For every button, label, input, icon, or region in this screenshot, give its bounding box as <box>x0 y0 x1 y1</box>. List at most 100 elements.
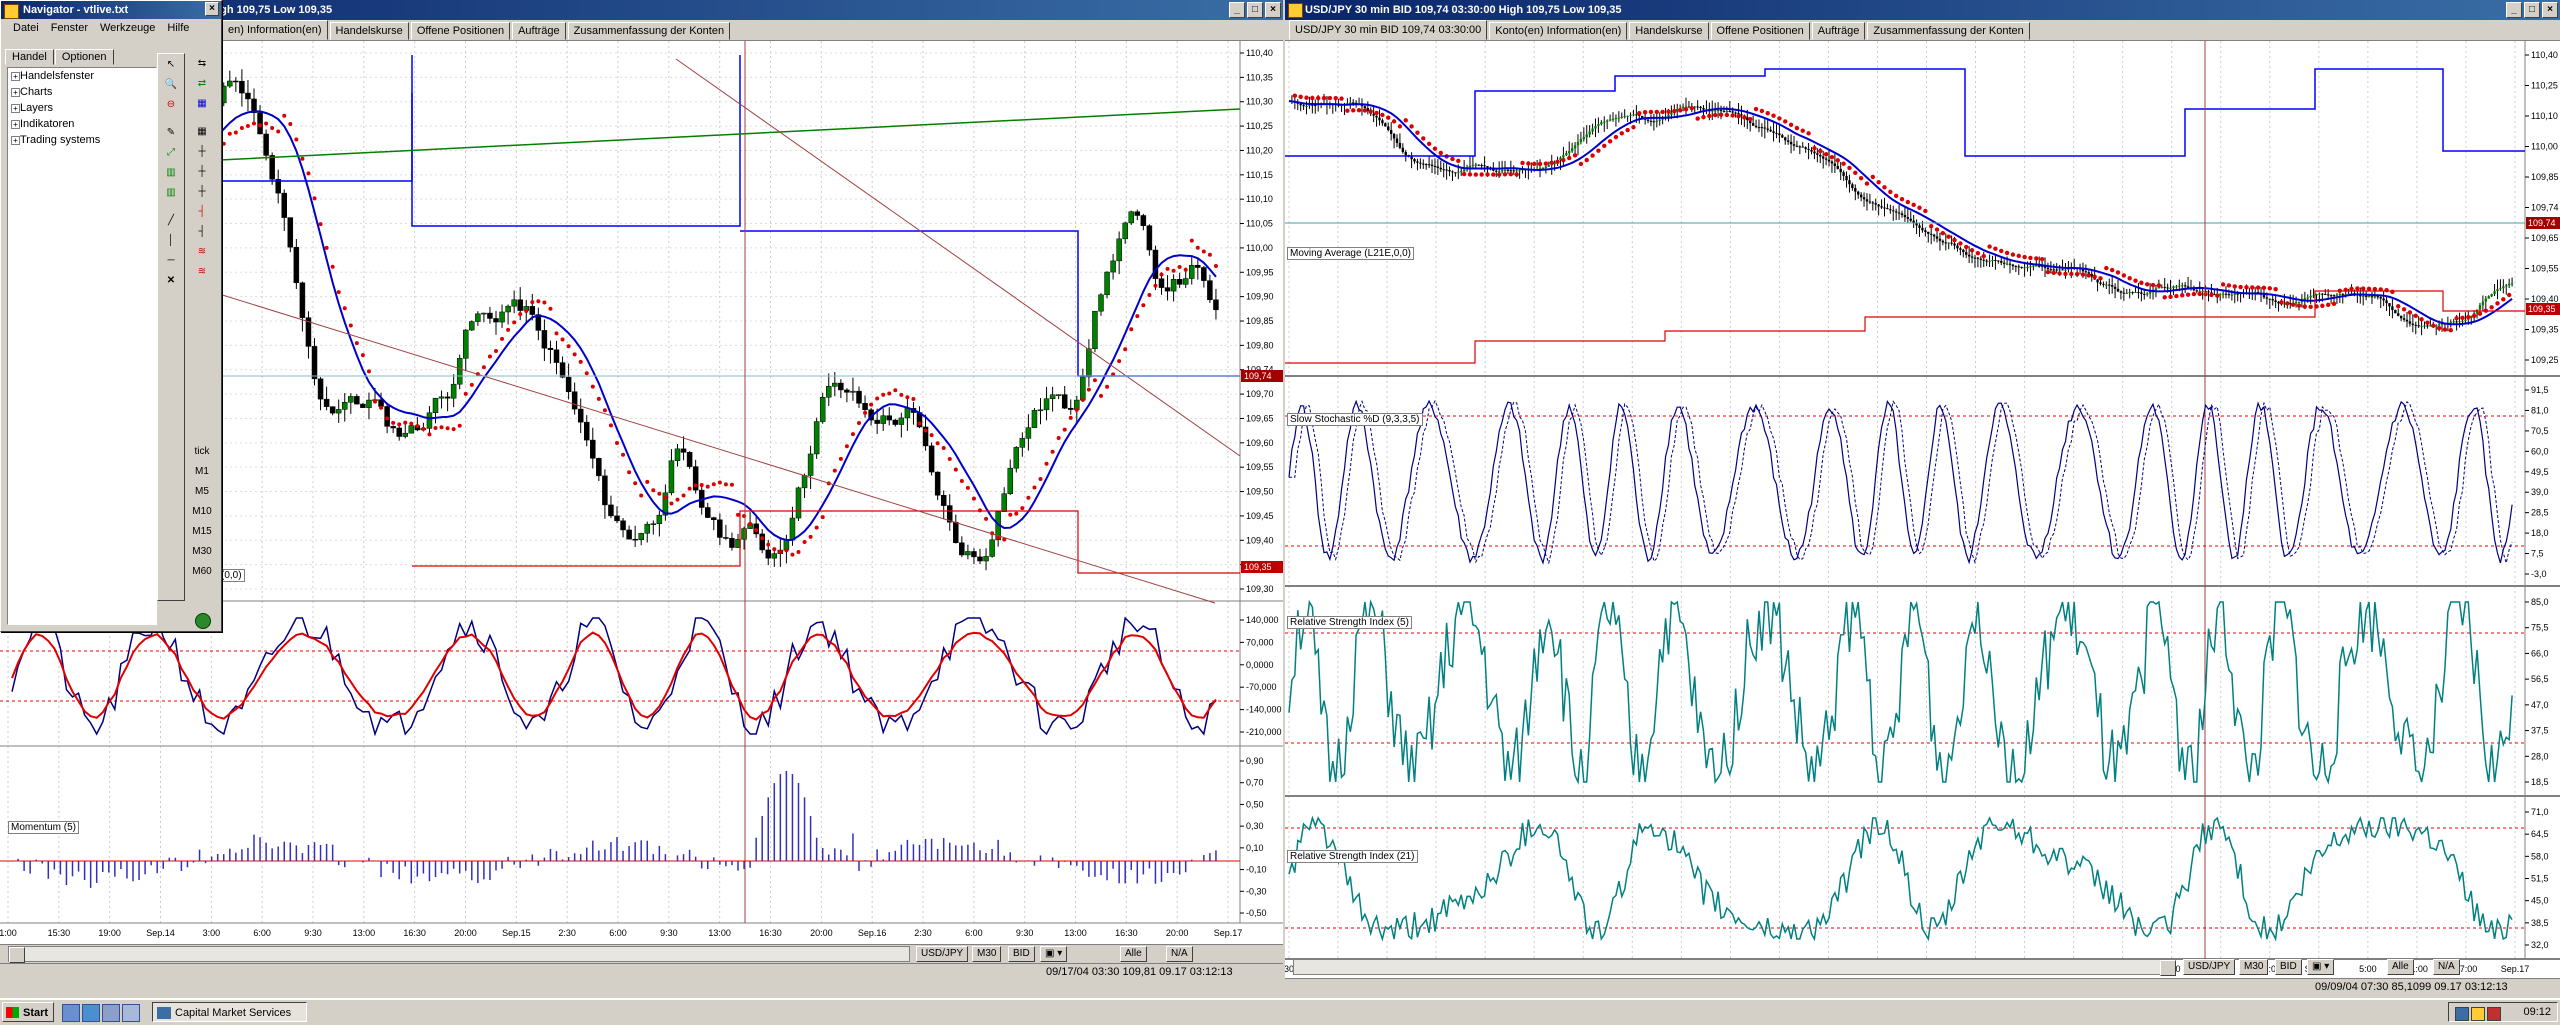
period-m5[interactable]: M5 <box>195 486 209 497</box>
period-m30[interactable]: M30 <box>192 546 212 557</box>
menu-datei[interactable]: Datei <box>13 22 39 34</box>
candle-body <box>1915 222 1918 226</box>
vline-icon[interactable]: │ <box>167 235 175 246</box>
crosshair-icon[interactable]: ┼ <box>198 146 206 157</box>
candle-body <box>2502 286 2505 289</box>
period-button[interactable]: M30 <box>2239 959 2269 975</box>
tab-auftraege[interactable]: Aufträge <box>1811 22 1866 40</box>
zoom-icon[interactable]: 🔍 <box>164 79 178 90</box>
quicklaunch-explorer-icon[interactable] <box>122 1004 140 1022</box>
tray-volume-icon[interactable] <box>2471 1007 2485 1021</box>
hline-icon[interactable]: ─ <box>167 255 175 266</box>
left-scrollbar[interactable] <box>8 946 910 963</box>
tab-handelskurse[interactable]: Handelskurse <box>1629 22 1709 40</box>
line-icon[interactable]: ╱ <box>167 215 175 226</box>
tab-offene-positionen[interactable]: Offene Positionen <box>410 22 511 40</box>
table-icon[interactable]: ▦ <box>197 126 207 137</box>
tab-chart[interactable]: USD/JPY 30 min BID 109,74 03:30:00 <box>1289 20 1488 40</box>
fib2-icon[interactable]: ≋ <box>197 266 207 277</box>
close-button[interactable]: × <box>205 2 219 16</box>
tab-zusammenfassung[interactable]: Zusammenfassung der Konten <box>567 22 731 40</box>
zoom-out-icon[interactable]: ⊖ <box>166 99 176 110</box>
tree-item-handelsfenster[interactable]: + Handelsfenster <box>8 68 156 84</box>
tree-item-indikatoren[interactable]: + Indikatoren <box>8 116 156 132</box>
tab-handel[interactable]: Handel <box>5 49 54 65</box>
candle-body <box>2183 285 2187 287</box>
minimize-button[interactable]: _ <box>1229 2 1245 18</box>
chart-type-button[interactable]: ▣ ▾ <box>1040 946 1068 962</box>
all-button[interactable]: Alle <box>2387 959 2414 975</box>
na-button[interactable]: N/A <box>2433 959 2460 975</box>
symbol-button[interactable]: USD/JPY <box>916 946 969 962</box>
candle-body <box>463 329 469 359</box>
crosshair2-icon[interactable]: ┼ <box>198 166 206 177</box>
na-button[interactable]: N/A <box>1166 946 1193 962</box>
right-window-titlebar[interactable]: USD/JPY 30 min BID 109,74 03:30:00 High … <box>1285 0 2560 20</box>
right-chart-area[interactable]: 30Sep.095:0011:0017:00Sep.105:0011:00Sep… <box>1285 41 2560 980</box>
period-m1[interactable]: M1 <box>195 466 209 477</box>
close-button[interactable]: × <box>1265 2 1281 18</box>
quicklaunch-outlook-icon[interactable] <box>102 1004 120 1022</box>
quicklaunch-ie-icon[interactable] <box>82 1004 100 1022</box>
app-icon <box>1288 3 1303 18</box>
symbol-button[interactable]: USD/JPY <box>2183 959 2236 975</box>
sar-dot <box>1923 208 1928 214</box>
tab-optionen[interactable]: Optionen <box>54 49 114 65</box>
period-m60[interactable]: M60 <box>192 566 212 577</box>
right-scrollbar[interactable] <box>1293 959 2176 976</box>
start-button[interactable]: Start <box>2 1002 54 1022</box>
tray-network-icon[interactable] <box>2455 1007 2469 1021</box>
paint-icon[interactable]: ✎ <box>166 127 176 138</box>
candle-body <box>862 403 868 411</box>
ruler-icon[interactable]: ┤ <box>198 206 206 217</box>
tab-konto-information[interactable]: Konto(en) Information(en) <box>1489 22 1628 40</box>
arrow-left-icon[interactable]: ⇆ <box>197 58 207 69</box>
close-button[interactable]: × <box>2542 2 2558 18</box>
maximize-button[interactable]: □ <box>1247 2 1263 18</box>
tab-handelskurse[interactable]: Handelskurse <box>329 22 409 40</box>
tree-item-charts[interactable]: + Charts <box>8 84 156 100</box>
period-m15[interactable]: M15 <box>192 526 212 537</box>
period-tick[interactable]: tick <box>194 446 210 457</box>
crosshair3-icon[interactable]: ┼ <box>198 186 206 197</box>
time-tick-label: 16:30 <box>759 928 782 938</box>
right-chart-svg[interactable]: 30Sep.095:0011:0017:00Sep.105:0011:00Sep… <box>1285 41 2560 980</box>
menu-hilfe[interactable]: Hilfe <box>167 22 190 34</box>
menu-fenster[interactable]: Fenster <box>50 22 88 34</box>
quicklaunch-desktop-icon[interactable] <box>62 1004 80 1022</box>
sar-dot <box>802 539 807 544</box>
period-button[interactable]: M30 <box>972 946 1002 962</box>
chart-type-button[interactable]: ▣ ▾ <box>2307 959 2335 975</box>
ruler2-icon[interactable]: ┤ <box>198 226 206 237</box>
trend-icon[interactable]: ⤢ <box>167 147 175 158</box>
pointer-icon[interactable]: ↖ <box>166 59 176 70</box>
tree-item-layers[interactable]: + Layers <box>8 100 156 116</box>
arrow-right-icon[interactable]: ⇄ <box>197 78 207 89</box>
tab-offene-positionen[interactable]: Offene Positionen <box>1710 22 1810 40</box>
menu-werkzeuge[interactable]: Werkzeuge <box>99 22 156 34</box>
tray-app-icon[interactable] <box>2487 1007 2501 1021</box>
tab-auftraege[interactable]: Aufträge <box>512 22 566 40</box>
bid-button[interactable]: BID <box>1008 946 1035 962</box>
grid-icon[interactable]: ▦ <box>197 98 207 109</box>
bars-green-icon[interactable]: ▥ <box>166 167 176 178</box>
sar-dot <box>1207 252 1212 257</box>
candle-body <box>1786 140 1790 142</box>
tree-item-trading-systems[interactable]: + Trading systems <box>8 132 156 148</box>
candle-body <box>2227 294 2231 296</box>
minimize-button[interactable]: _ <box>2506 2 2522 18</box>
candle-body <box>2110 285 2114 287</box>
bid-button[interactable]: BID <box>2275 959 2302 975</box>
fib-icon[interactable]: ≋ <box>197 246 207 257</box>
tab-zusammenfassung[interactable]: Zusammenfassung der Konten <box>1867 22 2030 40</box>
candle-body <box>729 537 735 548</box>
period-m10[interactable]: M10 <box>192 506 212 517</box>
maximize-button[interactable]: □ <box>2524 2 2540 18</box>
all-button[interactable]: Alle <box>1120 946 1147 962</box>
price-tick-label: 109,90 <box>1246 292 1274 302</box>
taskbar-app-button[interactable]: Capital Market Services <box>152 1002 307 1022</box>
delete-icon[interactable]: ✕ <box>166 275 176 286</box>
bars-green2-icon[interactable]: ▥ <box>166 187 176 198</box>
tab-information[interactable]: en) Information(en) <box>222 20 328 40</box>
navigator-titlebar[interactable]: Navigator - vtlive.txt × <box>1 1 221 19</box>
